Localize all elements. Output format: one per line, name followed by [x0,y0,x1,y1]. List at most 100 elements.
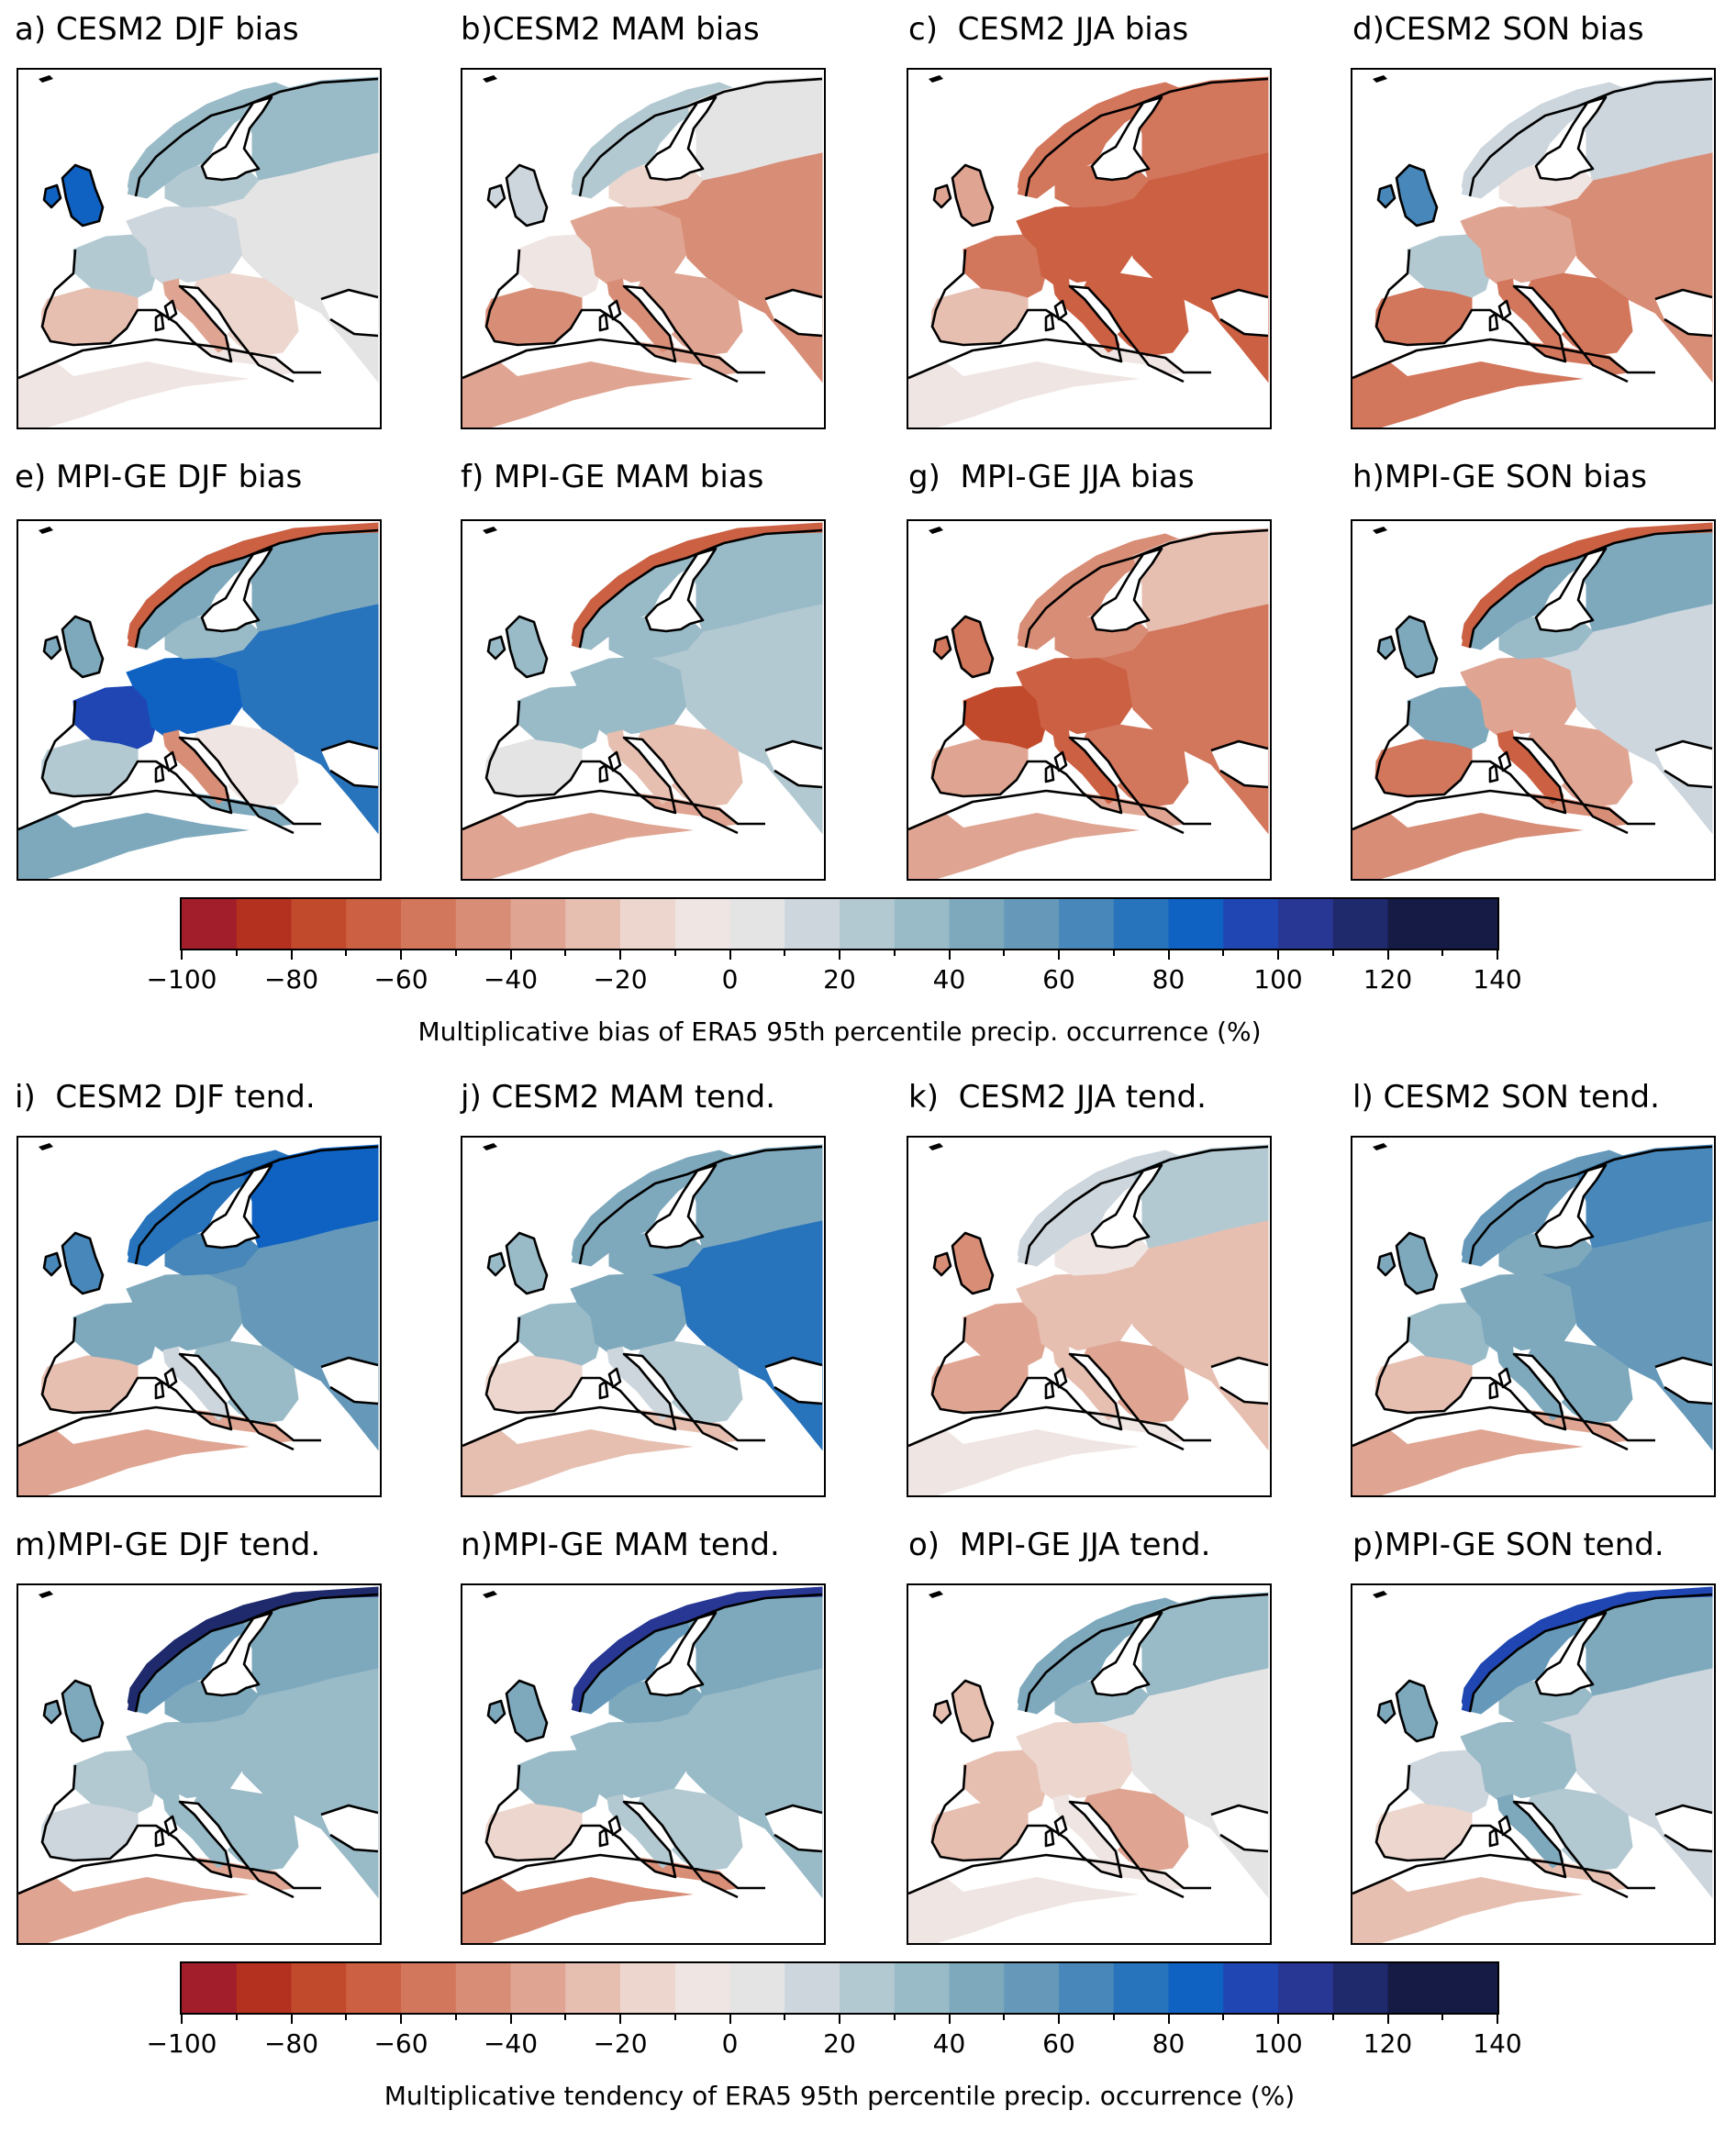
sea-area [1655,1805,1712,1851]
colorbar-swatch [785,1963,840,2013]
sea-area [1437,172,1463,207]
colorbar-swatch [674,1963,731,2013]
sea-area [1069,730,1121,787]
colorbar-major-tick [400,2015,402,2024]
map-panel-e [17,519,382,881]
panel-title-j: j) CESM2 MAM tend. [461,1079,776,1116]
colorbar-swatch [729,1963,785,2013]
colorbar-major-tick [509,950,512,960]
colorbar-tick-label: 140 [1473,2028,1522,2059]
panel-title-p: p)MPI-GE SON tend. [1352,1527,1664,1563]
map-svg [18,75,379,428]
colorbar-major-tick [181,2015,183,2024]
colorbar-swatch [1442,1963,1497,2013]
region-iberia [1374,1355,1473,1414]
region-iberia [930,739,1029,797]
colorbar-major-tick [1277,950,1279,960]
map-svg [462,1586,823,1943]
colorbar-swatch [1059,1963,1115,2013]
sea-area [945,1826,1184,1897]
sea-area [1211,741,1268,787]
colorbar-major-tick [1386,2015,1389,2024]
colorbar-swatch [1332,899,1389,949]
colorbar-tick-label: 140 [1473,964,1522,994]
panel-title-k: k) CESM2 JJA tend. [908,1079,1207,1116]
coastline [908,1145,1269,1451]
map-svg [1352,1143,1713,1495]
sea-area [1069,1794,1121,1851]
colorbar-major-tick [619,950,621,960]
colorbar-swatch [1278,1963,1334,2013]
colorbar-swatch [401,1963,457,2013]
sea-area [55,1378,294,1450]
colorbar-tendency-label: Multiplicative tendency of ERA5 95th per… [384,2081,1296,2111]
region-france [963,685,1047,750]
map-panel-a [17,68,382,429]
panel-title-c: c) CESM2 JJA bias [908,11,1189,48]
colorbar-swatch [840,899,896,949]
region-france [963,1750,1047,1814]
colorbar-swatch [1113,1963,1170,2013]
panel-title-m: m)MPI-GE DJF tend. [15,1527,321,1563]
region-finland [1132,528,1269,632]
colorbar-swatch [1223,899,1279,949]
map-panel-p [1351,1583,1716,1945]
colorbar-swatch [1113,899,1170,949]
colorbar-tick-label: −60 [373,2028,428,2059]
map-panel-k [907,1136,1272,1497]
region-iberia [930,1355,1029,1414]
sea-area [1389,1378,1628,1450]
island-marker [483,1591,497,1598]
region-finland [1132,1144,1269,1249]
colorbar-major-tick [729,2015,731,2024]
region-iberia [40,287,139,346]
colorbar-swatch [1168,1963,1224,2013]
island-marker [39,1591,53,1598]
coastline [18,77,379,383]
sea-area [202,1613,272,1695]
sea-area [103,1240,128,1275]
sea-area [646,549,716,631]
region-iberia [40,1355,139,1414]
sea-area [1069,279,1121,336]
colorbar-tick-label: 100 [1253,964,1303,994]
colorbar-minor-tick [1441,2015,1444,2020]
colorbar-swatch [236,899,293,949]
sea-area [1655,741,1712,787]
colorbar-tick-label: 0 [721,2028,739,2059]
colorbar-bias-label: Multiplicative bias of ERA5 95th percent… [417,1016,1262,1047]
map-svg [18,1143,379,1495]
colorbar-minor-tick [564,950,567,956]
colorbar-minor-tick [1112,950,1115,956]
sea-area [321,1358,378,1404]
colorbar-minor-tick [345,2015,348,2020]
region-iberia [1374,739,1473,797]
map-svg [908,75,1269,428]
island-marker [929,527,943,534]
region-finland [686,76,823,181]
map-svg [462,75,823,428]
map-panel-f [461,519,826,881]
colorbar-swatch [346,899,402,949]
coastline [908,1593,1269,1899]
colorbar-swatch [565,1963,621,2013]
map-panel-c [907,68,1272,429]
map-panel-l [1351,1136,1716,1497]
region-france [72,234,157,298]
sea-area [547,624,573,659]
sea-area [1092,1165,1162,1248]
region-france [517,1302,601,1366]
colorbar-svg [182,899,1497,949]
island-marker [483,1143,497,1150]
sea-area [103,624,128,659]
map-panel-j [461,1136,826,1497]
colorbar-swatch [455,899,512,949]
colorbar-swatch [291,1963,347,2013]
region-france [517,685,601,750]
colorbar-swatch [1059,899,1115,949]
colorbar-swatch [182,1963,238,2013]
island-marker [483,527,497,534]
colorbar-swatch [620,1963,676,2013]
sea-area [321,290,378,336]
colorbar-swatch [894,1963,951,2013]
